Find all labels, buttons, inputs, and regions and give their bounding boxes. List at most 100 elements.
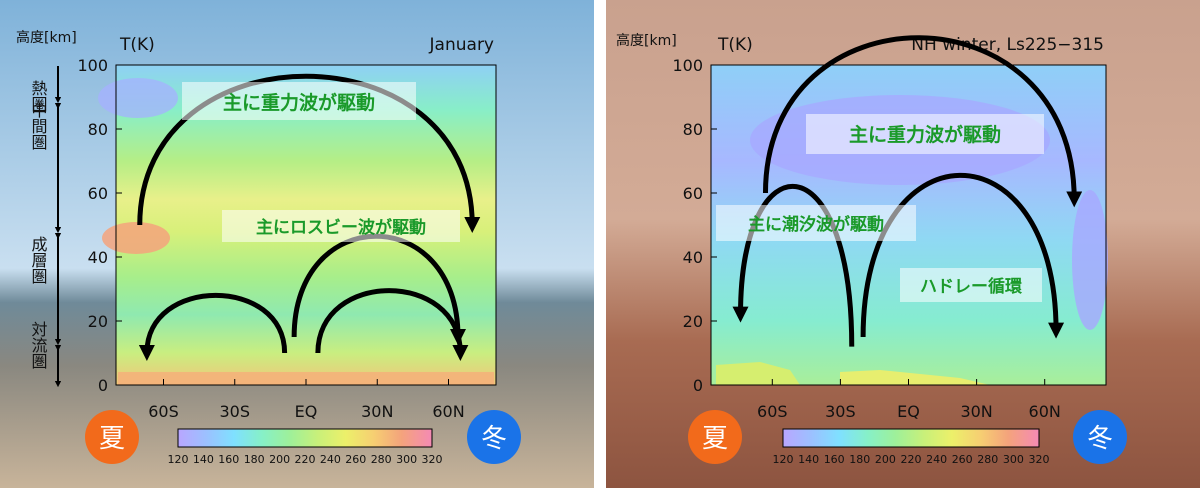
circulation-arrow [860,173,1065,339]
earth-gravity-label-box [182,82,416,120]
colorbar-tick-label: 240 [926,453,947,466]
earth-circulation-arrows [137,73,481,361]
mars-colorbar-ticks: 120 140 160 180 200 220 240 260 280 300 320 [773,453,1050,466]
mars-x-axis: 60S 30S EQ 30N 60N [757,379,1061,421]
colorbar-tick-label: 320 [1029,453,1050,466]
circulation-arrow [137,73,481,233]
x-tick-label: EQ [897,402,920,421]
x-tick-label: EQ [295,402,318,421]
y-tick-label: 100 [77,56,108,75]
colorbar-tick-label: 260 [952,453,973,466]
x-tick-label: 60N [432,402,464,421]
x-tick-label: 30N [960,402,992,421]
y-tick-label: 80 [683,120,703,139]
earth-rossby-wave-label: 主にロスビー波が駆動 [256,217,426,238]
layer-label-thermosphere: 熱圏 [29,80,48,112]
colorbar-tick-label: 180 [849,453,870,466]
colorbar-tick-label: 200 [269,453,290,466]
x-tick-label: 30S [219,402,250,421]
mars-hadley-label: ハドレー循環 [920,276,1023,297]
earth-warm-surface-band [118,372,494,385]
mars-colorbar [782,428,1040,448]
colorbar-tick-label: 120 [773,453,794,466]
colorbar-tick-label: 320 [422,453,443,466]
mars-cold-winter-pole [1072,190,1108,330]
circulation-arrow [762,35,1083,208]
colorbar-tick-label: 200 [875,453,896,466]
colorbar-tick-label: 300 [396,453,417,466]
colorbar-tick-label: 280 [371,453,392,466]
y-tick-label: 0 [693,376,703,395]
mars-temp-label: T(K) [717,35,753,55]
colorbar-tick-label: 140 [193,453,214,466]
x-tick-label: 30N [361,402,393,421]
mars-panel: 高度[km] T(K) NH winter, Ls225−315 0 20 40 60… [616,32,1127,466]
y-tick-label: 20 [683,312,703,331]
earth-summer-badge [85,410,139,464]
mars-winter-badge [1073,410,1127,464]
x-tick-label: 30S [825,402,856,421]
x-tick-label: 60S [148,402,179,421]
y-tick-label: 60 [683,184,703,203]
mars-period-label: NH winter, Ls225−315 [911,35,1104,55]
colorbar-tick-label: 240 [320,453,341,466]
earth-temp-label: T(K) [119,35,155,55]
colorbar-tick-label: 220 [901,453,922,466]
earth-summer-label: 夏 [99,424,125,454]
x-tick-label: 60S [757,402,788,421]
y-tick-label: 100 [672,56,703,75]
earth-y-axis: 0 20 40 60 80 100 [77,56,122,395]
circulation-arrow [138,292,288,361]
mars-y-axis: 0 20 40 60 80 100 [672,56,717,395]
layer-label-mesosphere: 中間圏 [29,102,48,150]
mars-gravity-label-box [806,114,1044,154]
mars-summer-label: 夏 [702,424,728,454]
earth-x-axis: 60S 30S EQ 30N 60N [148,379,465,421]
earth-layer-labels: 熱圏 中間圏 成層圏 対流圏 [29,66,62,388]
earth-altitude-label: 高度[km] [16,29,77,46]
earth-warm-summer-stratopause [102,222,170,254]
earth-winter-badge [467,410,521,464]
y-tick-label: 80 [88,120,108,139]
layer-label-stratosphere: 成層圏 [29,236,48,284]
y-tick-label: 60 [88,184,108,203]
mars-warm-surface-north [840,370,990,385]
mars-altitude-label: 高度[km] [616,32,677,49]
earth-panel: 高度[km] T(K) January 0 20 40 60 80 100 60S 30S E… [16,29,521,466]
circulation-arrow [315,288,469,361]
y-tick-label: 0 [98,376,108,395]
circulation-arrow [732,183,855,347]
earth-rossby-label-box [222,210,460,242]
colorbar-tick-label: 120 [168,453,189,466]
mars-summer-badge [688,410,742,464]
colorbar-tick-label: 220 [295,453,316,466]
earth-gravity-wave-label: 主に重力波が駆動 [223,91,375,114]
colorbar-tick-label: 160 [218,453,239,466]
x-tick-label: 60N [1029,402,1061,421]
mars-tidal-label-box [716,205,916,241]
colorbar-tick-label: 140 [798,453,819,466]
mars-hadley-label-box [900,268,1042,302]
y-tick-label: 40 [683,248,703,267]
mars-circulation-arrows [732,35,1083,347]
earth-cold-polar-mesosphere [98,78,178,118]
earth-period-label: January [429,35,494,55]
earth-winter-label: 冬 [481,424,507,454]
mars-gravity-wave-label: 主に重力波が駆動 [849,123,1001,146]
earth-colorbar [177,428,433,448]
colorbar-tick-label: 280 [977,453,998,466]
y-tick-label: 40 [88,248,108,267]
y-tick-label: 20 [88,312,108,331]
colorbar-tick-label: 260 [345,453,366,466]
layer-label-troposphere: 対流圏 [29,321,48,369]
panel-divider [594,0,606,488]
earth-colorbar-ticks: 120 140 160 180 200 220 240 260 280 300 320 [168,453,443,466]
mars-winter-label: 冬 [1087,424,1113,454]
colorbar-tick-label: 300 [1003,453,1024,466]
colorbar-tick-label: 180 [244,453,265,466]
colorbar-tick-label: 160 [824,453,845,466]
mars-tidal-wave-label: 主に潮汐波が駆動 [748,214,884,235]
mars-warm-surface-south [716,362,800,385]
